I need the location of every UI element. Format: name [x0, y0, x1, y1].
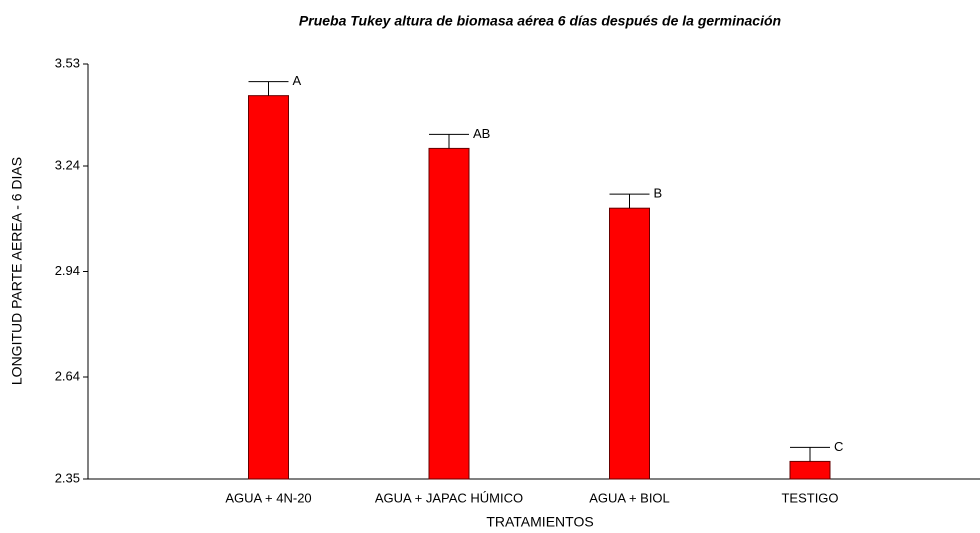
y-tick-label: 2.64: [55, 368, 80, 383]
group-letter: B: [654, 186, 663, 201]
y-tick-label: 2.35: [55, 470, 80, 485]
group-letter: A: [293, 73, 302, 88]
x-tick-label: AGUA + BIOL: [589, 490, 670, 505]
bar: [428, 147, 470, 480]
bar: [609, 207, 650, 480]
chart-title: Prueba Tukey altura de biomasa aérea 6 d…: [299, 13, 781, 29]
bar: [789, 460, 831, 480]
y-tick-label: 3.53: [55, 55, 80, 70]
x-tick-label: TESTIGO: [781, 490, 838, 505]
bar: [248, 95, 289, 480]
y-tick-label: 3.24: [55, 157, 80, 172]
x-axis-label: TRATAMIENTOS: [486, 514, 593, 530]
y-axis-label: LONGITUD PARTE AEREA - 6 DIAS: [9, 157, 25, 385]
group-letter: C: [834, 439, 843, 454]
x-tick-label: AGUA + JAPAC HÚMICO: [375, 490, 523, 505]
group-letter: AB: [473, 126, 490, 141]
x-tick-label: AGUA + 4N-20: [225, 490, 311, 505]
y-tick-label: 2.94: [55, 263, 80, 278]
